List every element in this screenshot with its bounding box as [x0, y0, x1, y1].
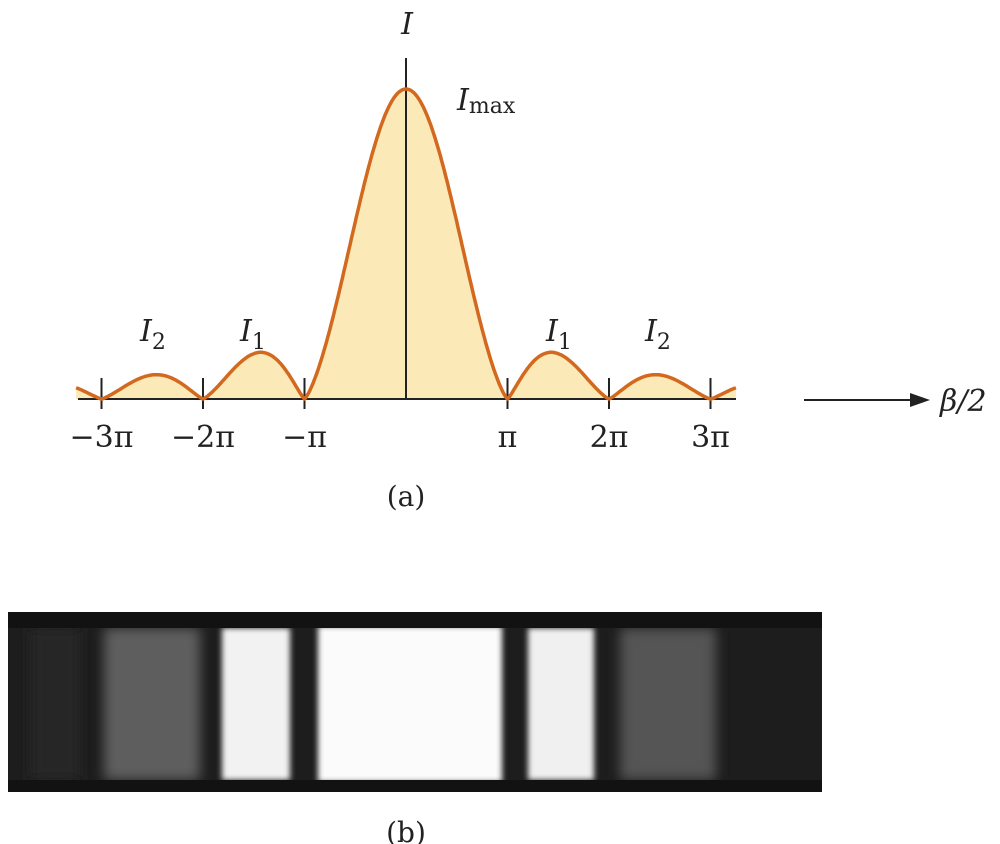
y-axis-label: I: [400, 7, 414, 42]
x-tick-label: 3π: [691, 420, 730, 455]
x-tick-label: −π: [282, 420, 327, 455]
x-axis-arrow: [804, 393, 930, 407]
peak-label: Imax: [456, 83, 516, 119]
label-i2-right: I2: [644, 314, 671, 355]
label-i1-left: I1: [239, 314, 266, 355]
label-i1-right: I1: [545, 314, 572, 355]
caption-a: (a): [387, 480, 426, 513]
x-tick-label: −2π: [171, 420, 235, 455]
label-i2-left: I2: [139, 314, 166, 355]
x-tick-labels: −3π −2π −π π 2π 3π: [70, 420, 730, 455]
fringe-photo: [8, 612, 822, 792]
caption-b: (b): [386, 816, 426, 844]
x-tick-label: −3π: [70, 420, 134, 455]
x-tick-label: 2π: [590, 420, 629, 455]
x-tick-label: π: [498, 420, 518, 455]
x-axis-label: β/2: [939, 384, 987, 419]
intensity-plot: −3π −2π −π π 2π 3π I Imax I2 I1 I1 I2 β/2 (a): [70, 7, 987, 513]
x-axis-ticks: [100, 378, 712, 409]
intensity-curve: [75, 87, 737, 401]
